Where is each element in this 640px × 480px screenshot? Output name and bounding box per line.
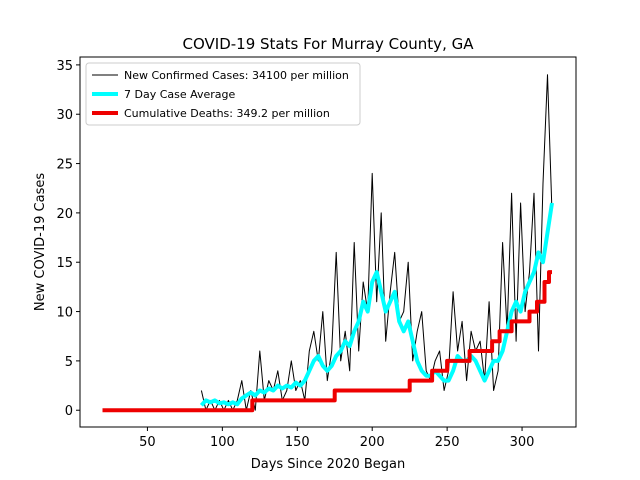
y-tick-label: 35: [56, 59, 73, 74]
y-tick-label: 30: [56, 108, 73, 123]
y-tick-label: 5: [65, 355, 73, 370]
x-axis-label: Days Since 2020 Began: [251, 457, 406, 472]
x-tick-label: 200: [360, 435, 385, 450]
y-tick-label: 20: [56, 207, 73, 222]
x-tick-label: 100: [210, 435, 235, 450]
legend-label: New Confirmed Cases: 34100 per million: [124, 69, 349, 82]
x-tick-label: 300: [510, 435, 535, 450]
x-tick-label: 150: [285, 435, 310, 450]
plot-frame: [79, 56, 577, 428]
y-tick-label: 10: [56, 306, 73, 321]
x-tick-label: 50: [139, 435, 156, 450]
y-tick-label: 15: [56, 256, 73, 271]
y-axis-label: New COVID-19 Cases: [33, 173, 48, 311]
x-tick-label: 250: [435, 435, 460, 450]
series-line: [200, 74, 553, 411]
legend-frame: [85, 62, 361, 126]
series-line: [199, 202, 554, 407]
legend-label: Cumulative Deaths: 349.2 per million: [124, 107, 330, 120]
y-tick-label: 0: [65, 404, 73, 419]
legend-label: 7 Day Case Average: [124, 88, 236, 101]
legend: New Confirmed Cases: 34100 per million 7 …: [85, 62, 361, 126]
chart-title: COVID-19 Stats For Murray County, GA: [183, 35, 475, 53]
y-tick-label: 25: [56, 158, 73, 173]
series-line: [102, 270, 552, 413]
